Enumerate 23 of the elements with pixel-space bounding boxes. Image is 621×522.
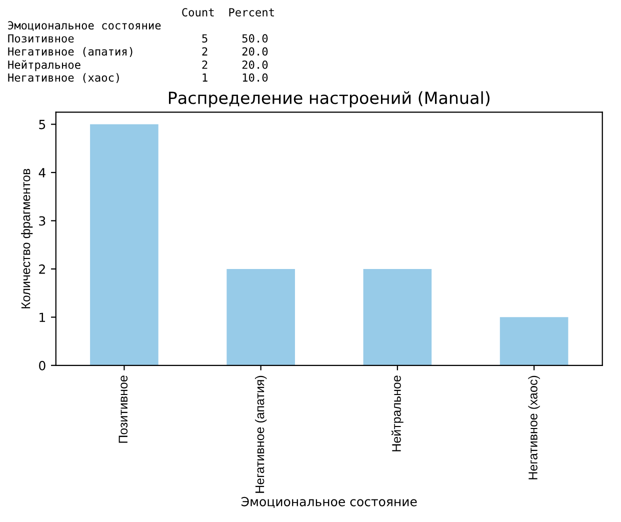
text: Негативное (хаос) 1 10.0 xyxy=(8,73,268,84)
y-tick-label: 3 xyxy=(39,216,46,226)
y-tick-label: 2 xyxy=(39,264,45,274)
x-tick-label: Позитивное xyxy=(118,376,128,443)
chart-title: Распределение настроений (Manual) xyxy=(168,91,490,108)
text: Негативное (апатия) 2 20.0 xyxy=(8,47,268,57)
bar xyxy=(500,317,568,366)
y-tick-label: 0 xyxy=(39,360,46,370)
text: Count Percent xyxy=(182,8,274,16)
bar xyxy=(363,268,432,366)
text: Нейтральное 2 20.0 xyxy=(8,60,268,72)
bar xyxy=(90,124,158,366)
y-axis-title: Количество фрагментов xyxy=(21,168,33,308)
y-tick-label: 1 xyxy=(40,312,46,322)
x-tick-label: Негативное (апатия) xyxy=(254,376,267,493)
x-tick-label: Нейтральное xyxy=(392,376,404,452)
x-axis-title: Эмоциональное состояние xyxy=(242,496,417,508)
x-tick-label: Негативное (хаос) xyxy=(528,376,540,480)
text: Эмоциональное состояние xyxy=(8,21,161,31)
bar xyxy=(226,268,295,366)
y-tick-label: 5 xyxy=(39,120,46,130)
y-tick-label: 4 xyxy=(38,168,46,178)
text: Позитивное 5 50.0 xyxy=(8,34,268,43)
